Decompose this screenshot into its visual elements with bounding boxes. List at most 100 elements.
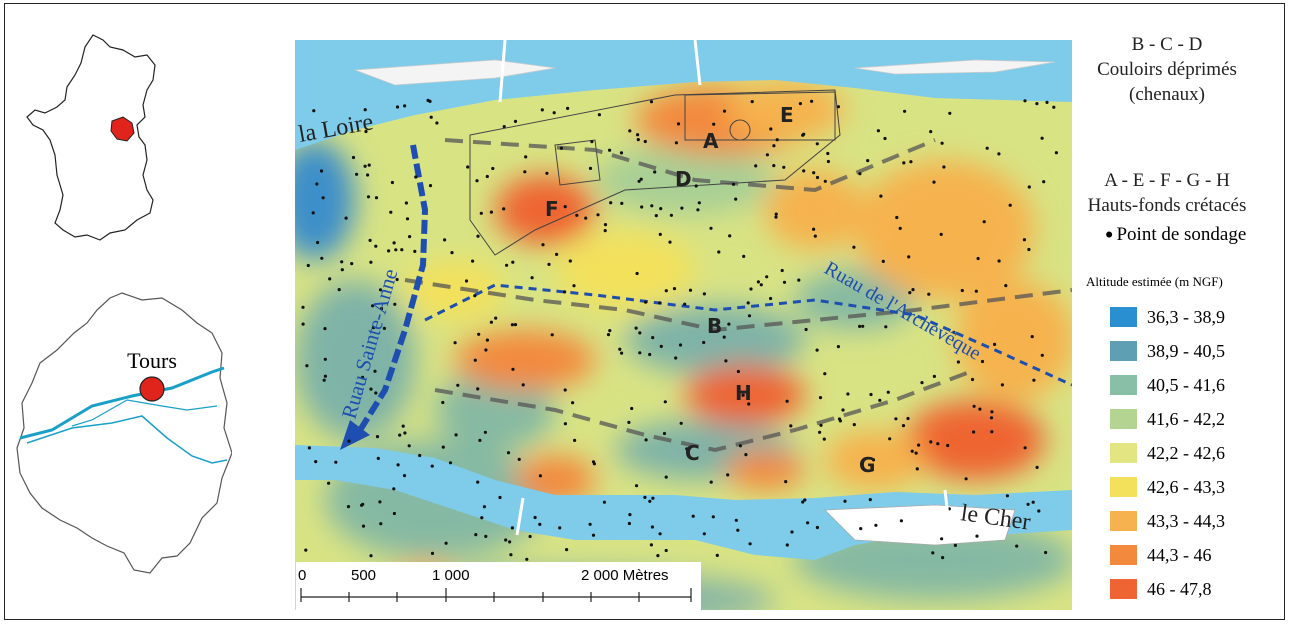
sondage-point [482,505,486,509]
sondage-point [404,201,408,205]
sondage-point [441,400,445,405]
sondage-point [367,163,371,167]
sondage-point [371,304,375,308]
sondage-point [634,484,639,488]
legend-class-label: 42,6 - 43,3 [1147,476,1225,497]
sondage-point [473,358,477,362]
sondage-point [746,301,750,305]
sondage-point [584,216,588,220]
sondage-point [340,268,344,272]
altitude-legend-title: Altitude estimée (m NGF) [1086,274,1223,289]
sondage-point [1035,465,1039,469]
sondage-point [491,166,495,171]
sondage-point [630,406,634,411]
sondage-point [528,534,532,539]
sondage-point [484,348,488,352]
sondage-point [678,343,683,347]
sondage-point [940,141,944,145]
sondage-point [480,516,484,520]
cher-river-line [26,415,228,464]
sondage-point [727,322,731,326]
sondage-point [846,392,850,396]
sondage-point [628,129,632,133]
sondage-point [374,196,379,200]
sondage-point [471,259,475,263]
sondage-point [473,294,477,298]
legend-class-label: 46 - 47,8 [1147,578,1212,599]
sondage-point [731,182,736,186]
sondage-point [521,383,525,387]
loire-river-line [19,366,225,440]
sondage-point [888,437,892,441]
sondage-point [340,260,344,264]
sondage-point [774,212,778,216]
sondage-point [371,326,375,330]
sondage-point [826,159,831,164]
sondage-point [659,344,663,348]
sondage-point [664,548,668,553]
sondage-point [596,213,600,217]
sondage-point [435,121,439,125]
sondage-point [563,422,567,426]
sondage-point [804,327,808,332]
sondage-point [1023,446,1027,450]
sondage-point [780,268,784,273]
sondage-point [802,169,806,173]
sondage-point [790,530,794,534]
sondage-point [568,259,572,263]
sondage-point [478,438,482,442]
sondage-point [1035,102,1039,106]
sondage-point [901,424,906,428]
cher-island [824,504,1016,546]
scale-tick-1000: 1 000 [432,567,470,584]
sondage-point [929,130,933,134]
sondage-point [511,367,515,371]
sondage-point [395,105,400,109]
sondage-point [369,387,373,391]
sondage-point [837,417,842,421]
sondage-point [738,444,742,448]
sondage-point [886,390,890,394]
sondage-point [819,423,823,427]
sondage-point [322,378,326,382]
sondage-point [836,105,841,109]
sondage-point [398,433,402,437]
sondage-point [502,125,506,129]
sondage-point [940,537,944,541]
sondage-point [1054,151,1058,155]
sondage-point [942,165,946,169]
sondage-point [898,226,902,230]
sondage-point [392,487,396,491]
sondage-point [1037,509,1041,513]
sondage-point [541,243,545,247]
sondage-point [344,216,348,220]
sondage-point [1052,105,1056,109]
sondage-point [672,287,677,291]
sondage-point [774,215,778,219]
sondage-point [907,255,911,259]
sondage-point [823,372,827,376]
sondage-point [997,152,1001,156]
sondage-point [960,288,964,293]
sondage-point [644,300,648,304]
france-inset-map [26,34,156,241]
legend-swatch [1110,511,1137,531]
sondage-point [375,435,380,439]
sondage-point [620,201,624,205]
legend-swatch [1110,409,1137,429]
sondage-point [997,259,1001,263]
tours-department-highlight [110,116,135,142]
sondage-point [413,249,417,253]
sondage-point [456,383,460,387]
sondage-point [328,277,332,281]
sondage-point [1044,550,1048,555]
sondage-point [513,323,518,327]
loire-island [354,59,556,86]
legend-class-row: 46 - 47,8 [1110,578,1212,600]
sondage-point [407,444,411,448]
sondage-point [363,108,367,112]
sondage-point [772,164,776,168]
scale-tick-500: 500 [351,567,376,584]
sondage-point [648,499,652,503]
zone-label-h: H [735,381,752,405]
